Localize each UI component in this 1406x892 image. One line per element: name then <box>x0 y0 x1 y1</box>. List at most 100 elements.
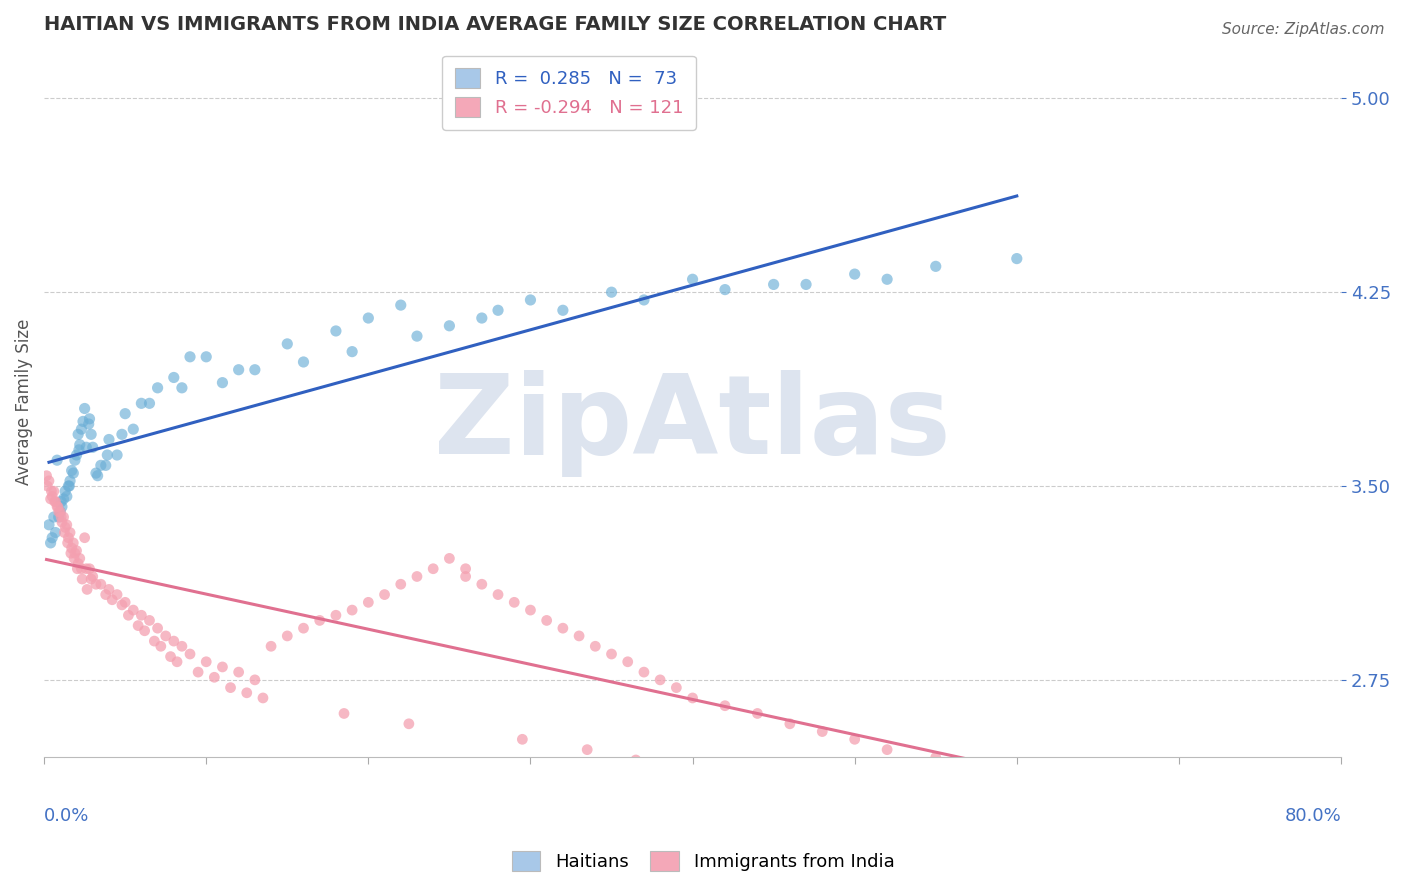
Legend: Haitians, Immigrants from India: Haitians, Immigrants from India <box>505 844 901 879</box>
Point <box>357 595 380 609</box>
Point <box>70 422 93 436</box>
Point <box>166 655 188 669</box>
Legend: R =  0.285   N =  73, R = -0.294   N = 121: R = 0.285 N = 73, R = -0.294 N = 121 <box>443 55 696 129</box>
Point <box>44 494 66 508</box>
Point <box>67 442 90 457</box>
Point <box>134 624 156 638</box>
Point <box>59 546 82 560</box>
Point <box>471 577 494 591</box>
Point <box>876 742 898 756</box>
Point <box>503 595 526 609</box>
Point <box>122 422 145 436</box>
Point <box>65 448 87 462</box>
Point <box>374 588 396 602</box>
Point <box>163 370 186 384</box>
Point <box>80 572 103 586</box>
Point <box>252 690 274 705</box>
Point <box>101 592 124 607</box>
Point <box>228 665 250 679</box>
Point <box>138 614 160 628</box>
Point <box>49 510 72 524</box>
Text: 0.0%: 0.0% <box>44 807 90 825</box>
Point <box>38 517 60 532</box>
Point <box>77 417 100 431</box>
Point <box>276 337 298 351</box>
Point <box>536 614 558 628</box>
Point <box>292 621 315 635</box>
Point <box>439 551 461 566</box>
Point <box>276 629 298 643</box>
Point <box>56 489 79 503</box>
Point <box>236 686 259 700</box>
Point <box>67 557 90 571</box>
Point <box>714 283 737 297</box>
Point <box>73 401 96 416</box>
Point <box>747 706 769 721</box>
Text: HAITIAN VS IMMIGRANTS FROM INDIA AVERAGE FAMILY SIZE CORRELATION CHART: HAITIAN VS IMMIGRANTS FROM INDIA AVERAGE… <box>44 15 946 34</box>
Point <box>163 634 186 648</box>
Point <box>308 614 330 628</box>
Point <box>211 376 233 390</box>
Point <box>682 690 704 705</box>
Point <box>58 479 80 493</box>
Point <box>122 603 145 617</box>
Point <box>86 468 108 483</box>
Point <box>105 448 128 462</box>
Point <box>738 768 761 782</box>
Point <box>486 303 509 318</box>
Point <box>56 517 79 532</box>
Point <box>48 510 70 524</box>
Point <box>195 655 218 669</box>
Point <box>568 629 591 643</box>
Point <box>51 515 73 529</box>
Point <box>69 438 91 452</box>
Point <box>97 582 120 597</box>
Point <box>650 673 672 687</box>
Point <box>519 603 541 617</box>
Point <box>67 427 90 442</box>
Point <box>49 505 72 519</box>
Point <box>127 618 149 632</box>
Point <box>52 510 75 524</box>
Point <box>146 621 169 635</box>
Point <box>179 350 201 364</box>
Point <box>111 598 134 612</box>
Point <box>39 536 62 550</box>
Point <box>779 716 801 731</box>
Point <box>762 277 785 292</box>
Point <box>70 572 93 586</box>
Text: Source: ZipAtlas.com: Source: ZipAtlas.com <box>1222 22 1385 37</box>
Point <box>325 324 347 338</box>
Point <box>39 491 62 506</box>
Point <box>1298 799 1320 814</box>
Point <box>876 272 898 286</box>
Point <box>1216 789 1239 804</box>
Point <box>62 536 84 550</box>
Point <box>576 742 599 756</box>
Point <box>41 484 63 499</box>
Point <box>340 344 363 359</box>
Point <box>59 474 82 488</box>
Point <box>58 479 80 493</box>
Point <box>41 489 63 503</box>
Point <box>56 536 79 550</box>
Point <box>42 484 65 499</box>
Point <box>75 440 97 454</box>
Point <box>44 494 66 508</box>
Point <box>131 396 153 410</box>
Point <box>389 298 412 312</box>
Point <box>53 520 76 534</box>
Point <box>79 412 101 426</box>
Point <box>398 716 420 731</box>
Point <box>46 500 69 514</box>
Point <box>111 427 134 442</box>
Point <box>512 732 534 747</box>
Point <box>46 453 69 467</box>
Point <box>170 640 193 654</box>
Point <box>422 562 444 576</box>
Point <box>51 500 73 514</box>
Point <box>59 525 82 540</box>
Point <box>73 531 96 545</box>
Point <box>75 562 97 576</box>
Point <box>219 681 242 695</box>
